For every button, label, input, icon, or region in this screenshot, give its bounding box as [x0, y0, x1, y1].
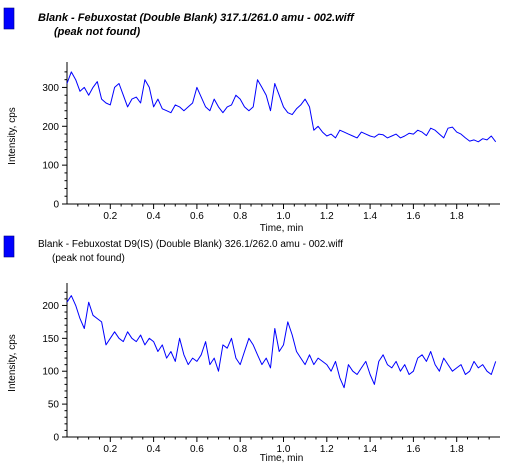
y-tick-label: 150 [42, 334, 59, 345]
y-tick-label: 50 [48, 400, 60, 411]
y-tick-label: 200 [42, 122, 59, 133]
x-axis-title: Time, min [260, 223, 304, 234]
x-tick-label: 0.6 [190, 211, 204, 222]
x-tick-label: 1.4 [363, 444, 377, 455]
y-tick-label: 100 [42, 367, 59, 378]
chart-title: Blank - Febuxostat (Double Blank) 317.1/… [38, 12, 355, 24]
y-tick-label: 0 [53, 433, 59, 444]
x-tick-label: 1.6 [406, 444, 420, 455]
chromatogram-trace [67, 72, 496, 142]
y-axis-title: Intensity, cps [7, 334, 18, 392]
x-tick-label: 1.2 [320, 444, 334, 455]
x-tick-label: 1.0 [277, 211, 291, 222]
x-tick-label: 0.6 [190, 444, 204, 455]
x-tick-label: 0.8 [233, 211, 247, 222]
chromatogram-trace [67, 296, 496, 388]
y-tick-label: 0 [53, 200, 59, 211]
y-tick-label: 300 [42, 83, 59, 94]
legend-swatch [4, 236, 14, 257]
x-tick-label: 1.2 [320, 211, 334, 222]
y-tick-label: 200 [42, 301, 59, 312]
x-axis-title: Time, min [260, 453, 304, 464]
legend-swatch [4, 8, 14, 29]
x-tick-label: 0.4 [147, 211, 161, 222]
chart-title: Blank - Febuxostat D9(IS) (Double Blank)… [38, 239, 343, 250]
x-tick-label: 1.8 [450, 211, 464, 222]
x-tick-label: 0.4 [147, 444, 161, 455]
x-tick-label: 1.4 [363, 211, 377, 222]
x-tick-label: 0.8 [233, 444, 247, 455]
x-tick-label: 1.6 [406, 211, 420, 222]
x-tick-label: 0.2 [103, 211, 117, 222]
chart-subtitle: (peak not found) [52, 253, 125, 264]
y-axis-title: Intensity, cps [7, 107, 18, 165]
x-tick-label: 1.8 [450, 444, 464, 455]
chart-subtitle: (peak not found) [54, 26, 140, 38]
y-tick-label: 100 [42, 161, 59, 172]
x-tick-label: 0.2 [103, 444, 117, 455]
